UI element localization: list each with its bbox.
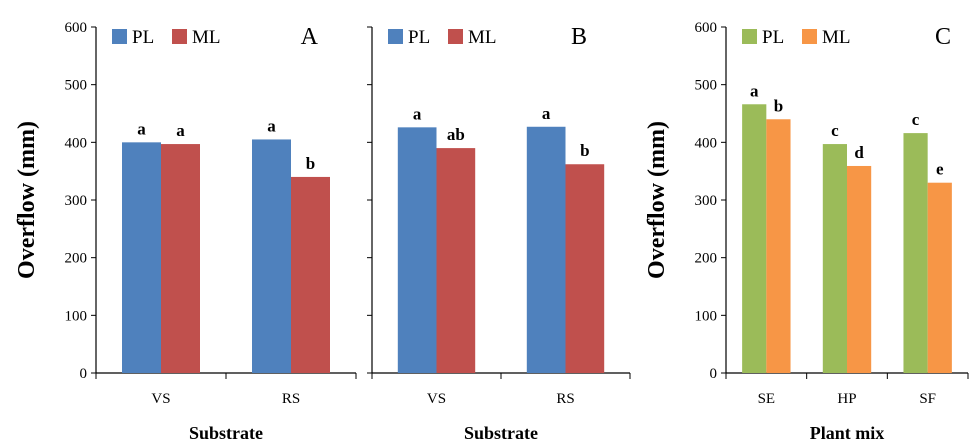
x-tick-label: RS [282, 391, 300, 407]
x-axis-title: Plant mix [810, 423, 885, 441]
y-tick-label: 100 [65, 308, 88, 324]
significance-label: c [912, 110, 920, 129]
y-tick-label: 600 [65, 20, 88, 36]
bar-ml-sf [927, 182, 952, 373]
y-tick-label: 400 [65, 135, 88, 151]
legend-label-pl: PL [132, 27, 154, 48]
significance-label: a [542, 104, 551, 123]
panel-letter: C [935, 24, 951, 50]
y-tick-label: 300 [695, 193, 718, 209]
legend-swatch-ml [172, 29, 187, 44]
y-tick-label: 500 [695, 78, 718, 94]
y-tick-label: 600 [695, 20, 718, 36]
chart-panel-a: 0 100 200 300 400 500 600 a a VS a b RS Substrate Over… [14, 20, 357, 441]
bar-ml-hp [847, 165, 872, 373]
legend-swatch-ml [802, 29, 817, 44]
y-tick-label: 0 [710, 366, 718, 382]
y-tick-label: 300 [65, 193, 88, 209]
significance-label: b [774, 96, 783, 115]
legend-label-pl: PL [408, 27, 430, 48]
x-tick-label: RS [556, 391, 574, 407]
x-axis-title: Substrate [189, 423, 263, 441]
significance-label: ab [447, 125, 465, 144]
y-tick-label: 200 [65, 251, 88, 267]
panel-letter: A [301, 24, 319, 50]
bar-pl-sf [903, 133, 928, 373]
legend-label-ml: ML [468, 27, 497, 48]
legend-swatch-pl [112, 29, 127, 44]
x-tick-label: VS [151, 391, 170, 407]
bar-pl-hp [822, 144, 847, 373]
x-tick-label: SE [758, 391, 776, 407]
significance-label: a [176, 121, 185, 140]
bar-ml-rs [291, 176, 330, 373]
y-axis-title: Overflow (mm) [14, 121, 40, 279]
x-tick-label: SF [919, 391, 936, 407]
significance-label: a [413, 104, 422, 123]
bar-pl-rs [526, 126, 566, 373]
significance-label: c [831, 121, 839, 140]
significance-label: a [750, 81, 759, 100]
legend-label-ml: ML [192, 27, 221, 48]
legend-swatch-pl [388, 29, 403, 44]
bar-pl-se [742, 104, 767, 374]
bar-ml-rs [565, 164, 605, 373]
bar-pl-vs [397, 127, 437, 373]
bar-ml-se [766, 119, 791, 374]
y-tick-label: 0 [80, 366, 88, 382]
bar-pl-rs [252, 139, 291, 373]
legend-label-ml: ML [822, 27, 851, 48]
panel-letter: B [571, 24, 587, 50]
significance-label: b [580, 141, 589, 160]
y-tick-label: 500 [65, 78, 88, 94]
legend-swatch-ml [448, 29, 463, 44]
legend-swatch-pl [742, 29, 757, 44]
bar-pl-vs [122, 142, 161, 373]
significance-label: a [267, 116, 276, 135]
bar-ml-vs [161, 144, 200, 373]
bar-ml-vs [436, 148, 476, 373]
y-tick-label: 400 [695, 135, 718, 151]
x-tick-label: HP [837, 391, 856, 407]
y-tick-label: 200 [695, 251, 718, 267]
x-tick-label: VS [427, 391, 446, 407]
y-axis-title: Overflow (mm) [644, 121, 670, 279]
significance-label: e [936, 160, 944, 179]
significance-label: a [137, 119, 146, 138]
significance-label: b [306, 154, 315, 173]
x-axis-title: Substrate [464, 423, 538, 441]
legend-label-pl: PL [762, 27, 784, 48]
significance-label: d [854, 143, 864, 162]
y-tick-label: 100 [695, 308, 718, 324]
